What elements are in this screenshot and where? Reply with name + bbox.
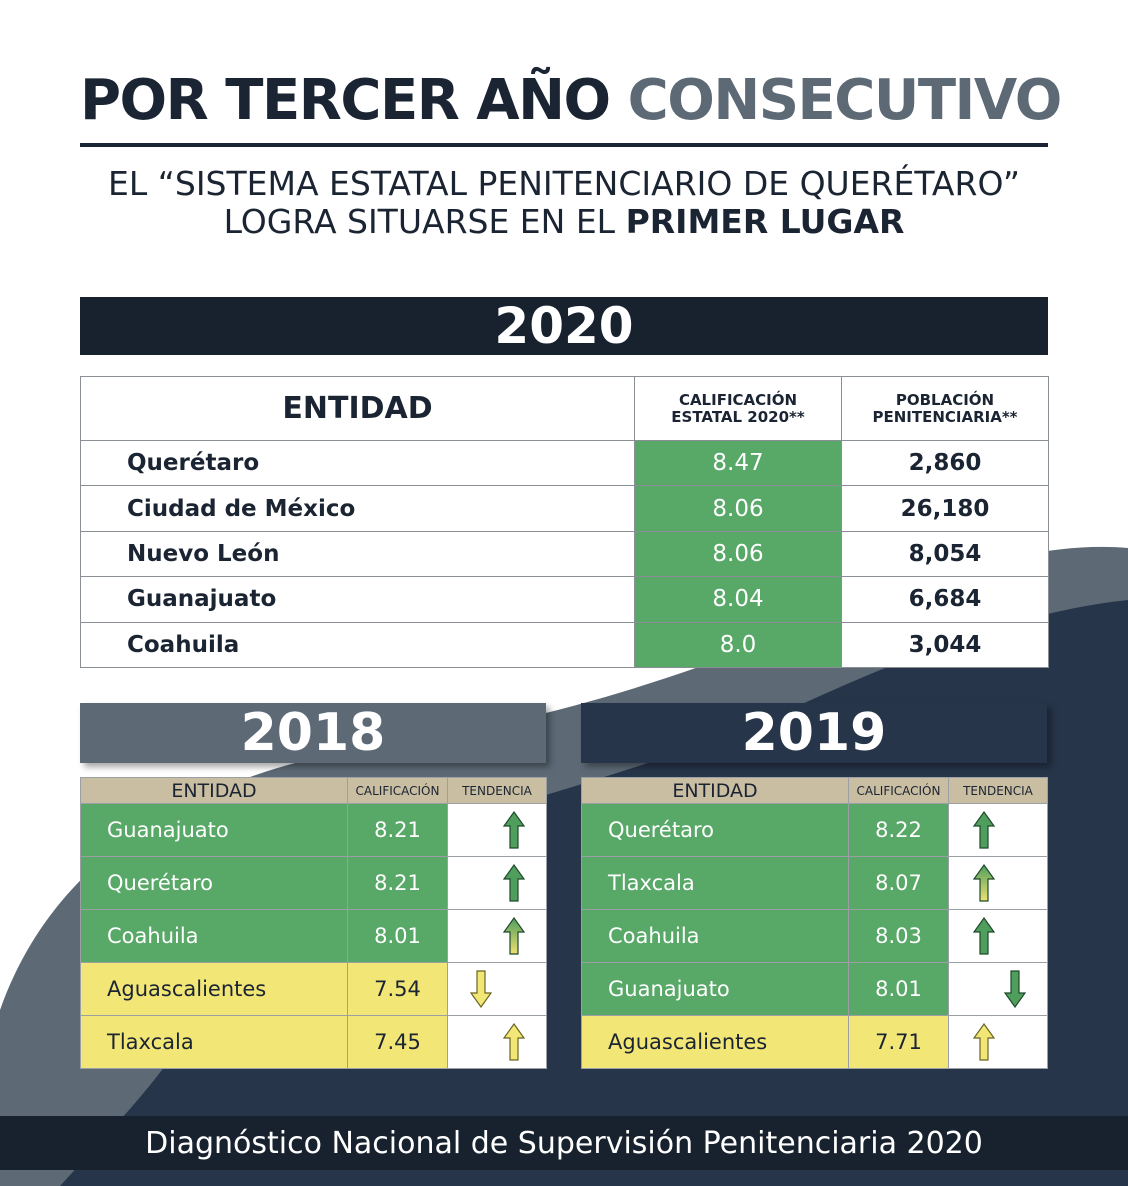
table-row: Guanajuato 8.21 [80, 803, 547, 857]
cell-entidad: Nuevo León [80, 530, 635, 578]
cell-calificacion: 8.47 [634, 439, 842, 487]
table-row: Nuevo León 8.06 8,054 [80, 530, 1049, 578]
cell-entidad: Guanajuato [80, 803, 348, 857]
green-arrow-down-icon [1004, 970, 1026, 1008]
cell-calificacion: 8.06 [634, 530, 842, 578]
headline-divider [80, 143, 1048, 147]
table-row: Tlaxcala 8.07 [581, 856, 1048, 910]
table-row: Coahuila 8.03 [581, 909, 1048, 963]
cell-calificacion: 8.21 [347, 803, 448, 857]
cell-calificacion: 8.0 [634, 621, 842, 668]
footer-source: Diagnóstico Nacional de Supervisión Peni… [0, 1116, 1128, 1170]
cell-calificacion: 8.06 [634, 485, 842, 532]
headline-accent-text: CONSECUTIVO [627, 68, 1063, 133]
cell-poblacion: 26,180 [841, 485, 1049, 532]
cell-calificacion: 7.45 [347, 1015, 448, 1069]
cell-entidad: Querétaro [581, 803, 849, 857]
cell-calificacion: 8.01 [848, 962, 949, 1016]
cell-entidad: Guanajuato [80, 576, 635, 623]
cell-entidad: Querétaro [80, 856, 348, 910]
subtitle-line-2: LOGRA SITUARSE EN EL PRIMER LUGAR [40, 202, 1088, 242]
table-row: Aguascalientes 7.71 [581, 1015, 1048, 1069]
green-arrow-up-icon [503, 811, 525, 849]
table-row: Tlaxcala 7.45 [80, 1015, 547, 1069]
cell-calificacion: 7.54 [347, 962, 448, 1016]
ranking-table-2018: ENTIDAD CALIFICACIÓN TENDENCIA Guanajuat… [80, 777, 547, 1069]
header-tendencia: TENDENCIA [447, 777, 547, 804]
gradient-arrow-up-icon [503, 917, 525, 955]
header-entidad: ENTIDAD [80, 777, 348, 804]
subtitle-regular-text: LOGRA SITUARSE EN EL [223, 202, 616, 241]
header-calificacion: CALIFICACIÓN ESTATAL 2020** [634, 376, 842, 441]
table-row: Ciudad de México 8.06 26,180 [80, 485, 1049, 532]
cell-poblacion: 8,054 [841, 530, 1049, 578]
year-banner-2019: 2019 [581, 703, 1047, 763]
cell-entidad: Guanajuato [581, 962, 849, 1016]
ranking-table-2020: ENTIDAD CALIFICACIÓN ESTATAL 2020** POBLA… [80, 376, 1049, 668]
cell-entidad: Coahuila [80, 909, 348, 963]
cell-calificacion: 8.01 [347, 909, 448, 963]
cell-tendencia [447, 1015, 547, 1069]
yellow-arrow-down-icon [470, 970, 492, 1008]
cell-tendencia [948, 1015, 1048, 1069]
year-banner-2018: 2018 [80, 703, 546, 763]
subtitle-line-1: EL “SISTEMA ESTATAL PENITENCIARIO DE QUE… [108, 164, 1020, 203]
table-row: Querétaro 8.22 [581, 803, 1048, 857]
cell-poblacion: 2,860 [841, 439, 1049, 487]
cell-tendencia [447, 962, 547, 1016]
ranking-table-2019: ENTIDAD CALIFICACIÓN TENDENCIA Querétaro… [581, 777, 1048, 1069]
green-arrow-up-icon [973, 917, 995, 955]
cell-tendencia [447, 803, 547, 857]
year-banner-2020: 2020 [80, 297, 1048, 355]
cell-entidad: Tlaxcala [581, 856, 849, 910]
green-arrow-up-icon [503, 864, 525, 902]
cell-entidad: Querétaro [80, 439, 635, 487]
cell-calificacion: 7.71 [848, 1015, 949, 1069]
cell-entidad: Tlaxcala [80, 1015, 348, 1069]
table-row: Querétaro 8.21 [80, 856, 547, 910]
cell-tendencia [447, 909, 547, 963]
cell-calificacion: 8.03 [848, 909, 949, 963]
cell-calificacion: 8.07 [848, 856, 949, 910]
table-row: Aguascalientes 7.54 [80, 962, 547, 1016]
cell-poblacion: 6,684 [841, 576, 1049, 623]
cell-tendencia [948, 962, 1048, 1016]
table-row: Coahuila 8.01 [80, 909, 547, 963]
cell-tendencia [948, 856, 1048, 910]
header-calificacion: CALIFICACIÓN [848, 777, 949, 804]
table-header-row: ENTIDAD CALIFICACIÓN ESTATAL 2020** POBLA… [80, 376, 1049, 441]
table-row: Guanajuato 8.01 [581, 962, 1048, 1016]
table-row: Guanajuato 8.04 6,684 [80, 576, 1049, 623]
cell-tendencia [447, 856, 547, 910]
table-header-row: ENTIDAD CALIFICACIÓN TENDENCIA [80, 777, 547, 804]
cell-entidad: Coahuila [581, 909, 849, 963]
table-row: Querétaro 8.47 2,860 [80, 439, 1049, 487]
cell-entidad: Ciudad de México [80, 485, 635, 532]
header-poblacion: POBLACIÓN PENITENCIARIA** [841, 376, 1049, 441]
cell-tendencia [948, 909, 1048, 963]
cell-calificacion: 8.22 [848, 803, 949, 857]
table-row: Coahuila 8.0 3,044 [80, 621, 1049, 668]
cell-tendencia [948, 803, 1048, 857]
cell-entidad: Aguascalientes [80, 962, 348, 1016]
header-entidad: ENTIDAD [80, 376, 635, 441]
cell-entidad: Aguascalientes [581, 1015, 849, 1069]
header-entidad: ENTIDAD [581, 777, 849, 804]
headline-dark-text: POR TERCER AÑO [80, 68, 611, 133]
yellow-arrow-up-icon [973, 1023, 995, 1061]
yellow-arrow-up-icon [503, 1023, 525, 1061]
header-tendencia: TENDENCIA [948, 777, 1048, 804]
cell-calificacion: 8.04 [634, 576, 842, 623]
gradient-arrow-up-icon [973, 864, 995, 902]
table-header-row: ENTIDAD CALIFICACIÓN TENDENCIA [581, 777, 1048, 804]
header-calificacion: CALIFICACIÓN [347, 777, 448, 804]
cell-calificacion: 8.21 [347, 856, 448, 910]
page-headline: POR TERCER AÑO CONSECUTIVO [80, 68, 1062, 134]
cell-entidad: Coahuila [80, 621, 635, 668]
green-arrow-up-icon [973, 811, 995, 849]
cell-poblacion: 3,044 [841, 621, 1049, 668]
subtitle-bold-text: PRIMER LUGAR [625, 202, 905, 241]
